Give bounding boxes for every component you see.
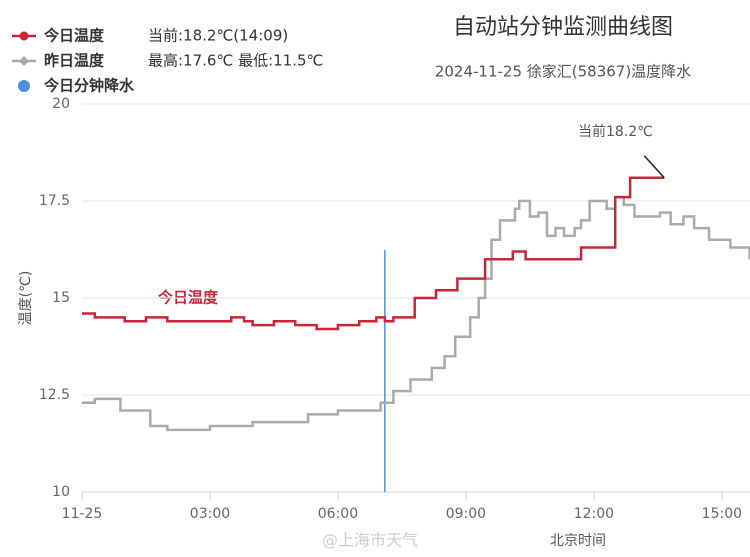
annotation-pointer — [643, 155, 665, 179]
legend-label: 今日分钟降水 — [43, 77, 135, 95]
legend-marker — [18, 80, 30, 92]
series-line — [82, 195, 750, 432]
legend-label: 今日温度 — [43, 27, 105, 45]
x-tick-label: 11-25 — [62, 506, 103, 522]
x-tick-label: 03:00 — [190, 506, 230, 522]
y-tick-label: 10 — [52, 484, 70, 500]
watermark: @上海市天气 — [322, 531, 418, 550]
legend-info: 最高:17.6℃ 最低:11.5℃ — [148, 52, 323, 70]
y-axis-label: 温度(℃) — [18, 271, 34, 326]
legend-label: 昨日温度 — [44, 52, 105, 70]
x-tick-label: 15:00 — [702, 506, 742, 522]
legend-info: 当前:18.2℃(14:09) — [148, 27, 288, 45]
y-tick-label: 15 — [52, 290, 70, 306]
y-tick-label: 20 — [52, 96, 70, 112]
legend-marker — [19, 56, 29, 66]
current-annotation: 当前18.2℃ — [578, 123, 653, 140]
y-tick-label: 12.5 — [39, 387, 70, 403]
y-tick-label: 17.5 — [39, 193, 70, 209]
x-tick-label: 09:00 — [446, 506, 486, 522]
x-axis-label: 北京时间 — [550, 533, 606, 549]
x-tick-label: 12:00 — [574, 506, 614, 522]
legend-marker — [19, 31, 29, 41]
chart-title: 自动站分钟监测曲线图 — [453, 15, 673, 40]
series-line — [82, 176, 665, 331]
x-tick-label: 06:00 — [318, 506, 358, 522]
chart-subtitle: 2024-11-25 徐家汇(58367)温度降水 — [435, 63, 691, 81]
